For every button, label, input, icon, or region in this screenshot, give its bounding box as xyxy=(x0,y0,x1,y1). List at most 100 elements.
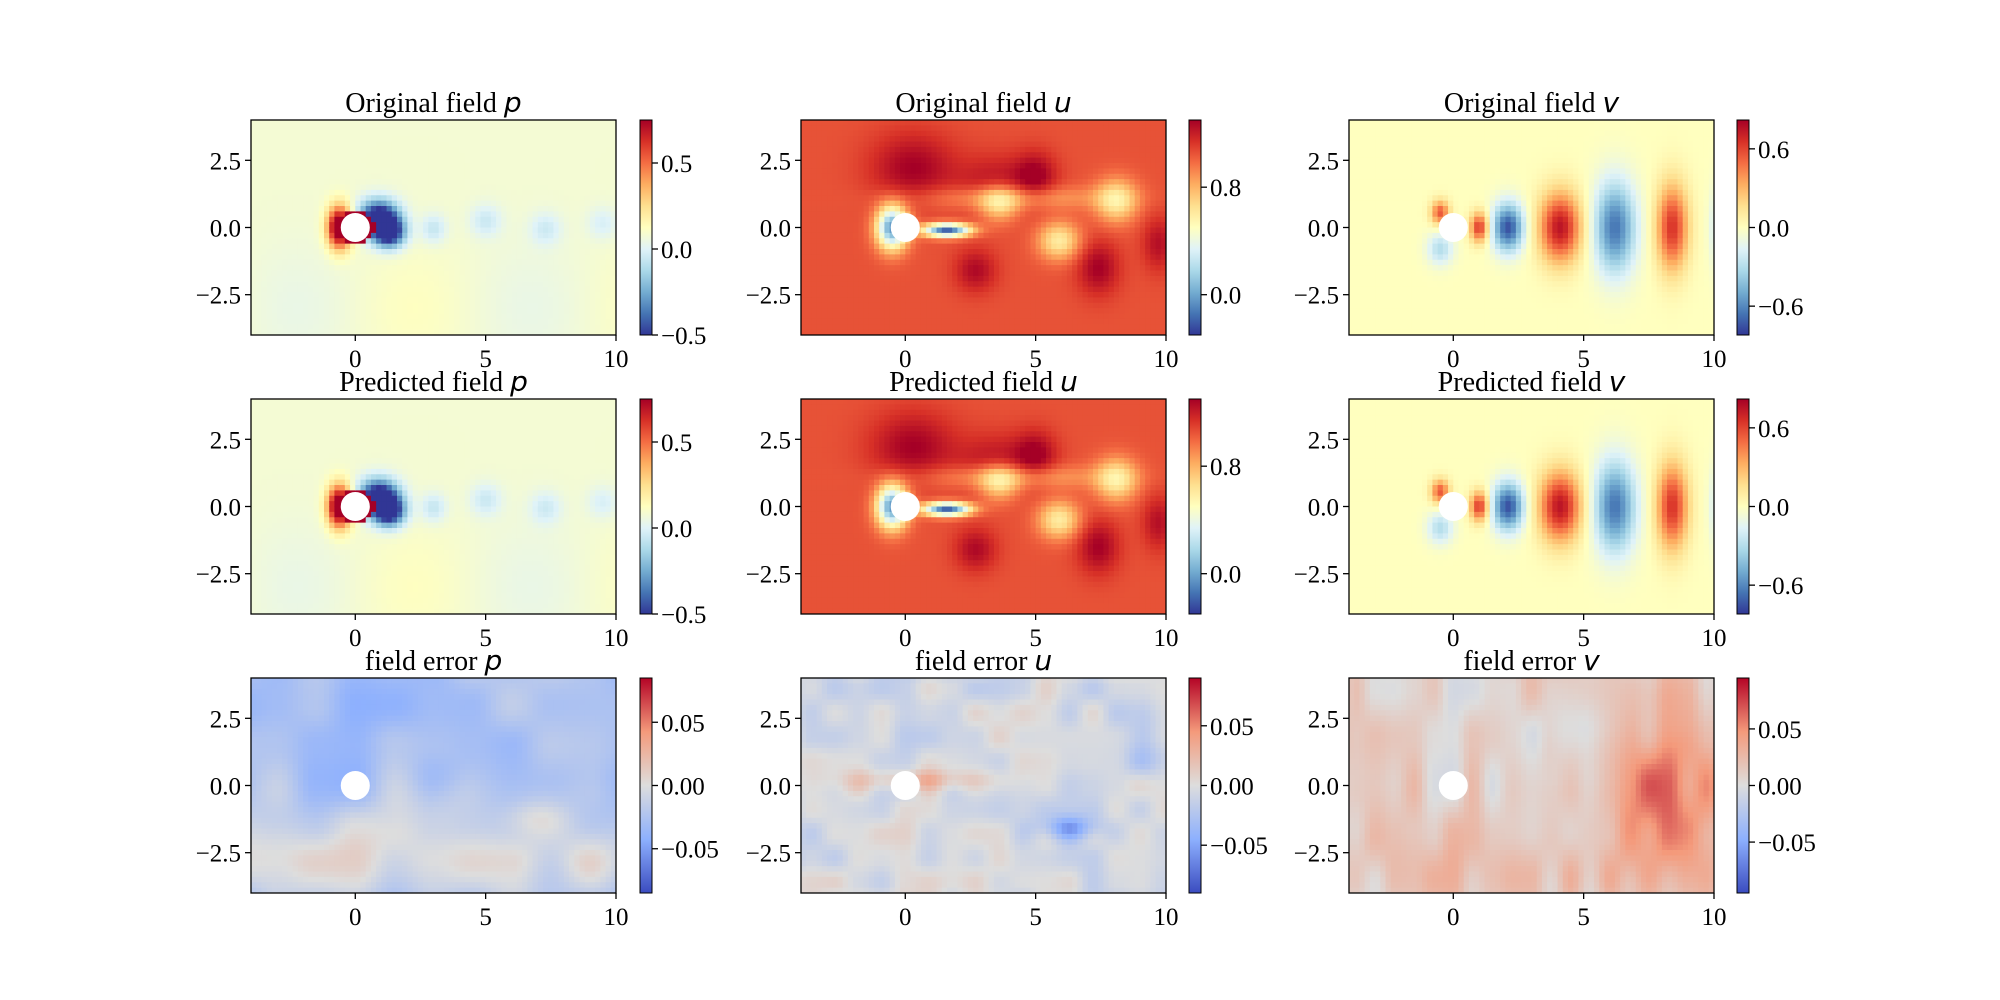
heatmap-cell xyxy=(1040,238,1047,245)
heatmap-cell xyxy=(532,318,539,325)
heatmap-cell xyxy=(941,313,948,320)
heatmap-cell xyxy=(308,254,315,261)
heatmap-cell xyxy=(816,275,823,282)
heatmap-cell xyxy=(417,318,424,325)
heatmap-cell xyxy=(962,152,969,159)
heatmap-cell xyxy=(1035,265,1042,272)
heatmap-cell xyxy=(579,125,586,132)
heatmap-cell xyxy=(868,179,875,186)
heatmap-cell xyxy=(381,222,388,229)
heatmap-cell xyxy=(470,141,476,148)
heatmap-cell xyxy=(569,329,575,335)
heatmap-cell xyxy=(1020,152,1026,159)
heatmap-cell xyxy=(858,184,865,191)
heatmap-cell xyxy=(926,146,932,153)
heatmap-cell xyxy=(443,275,450,282)
heatmap-cell xyxy=(801,281,807,288)
heatmap-cell xyxy=(480,270,487,277)
heatmap-cell xyxy=(350,136,356,143)
heatmap-cell xyxy=(605,292,612,298)
heatmap-cell xyxy=(837,286,844,293)
heatmap-cell xyxy=(350,308,356,315)
heatmap-cell xyxy=(423,157,429,164)
heatmap-cell xyxy=(511,286,518,293)
heatmap-cell xyxy=(266,130,273,137)
heatmap-cell xyxy=(1061,286,1068,293)
heatmap-cell xyxy=(350,297,356,304)
heatmap-cell xyxy=(1061,232,1068,239)
heatmap-cell xyxy=(355,292,362,298)
heatmap-cell xyxy=(516,189,523,196)
heatmap-cell xyxy=(370,297,377,304)
heatmap-cell xyxy=(1035,297,1042,304)
heatmap-cell xyxy=(470,206,476,212)
heatmap-cell xyxy=(569,254,575,261)
heatmap-cell xyxy=(344,270,351,277)
heatmap-cell xyxy=(397,275,403,282)
heatmap-cell xyxy=(297,329,304,335)
heatmap-cell xyxy=(287,249,294,255)
heatmap-cell xyxy=(501,238,508,245)
heatmap-cell xyxy=(485,130,492,137)
heatmap-cell xyxy=(282,265,289,272)
heatmap-cell xyxy=(553,329,560,335)
heatmap-cell xyxy=(271,324,278,331)
heatmap-cell xyxy=(1040,329,1047,335)
heatmap-cell xyxy=(941,308,948,315)
heatmap-cell xyxy=(952,157,959,164)
heatmap-cell xyxy=(407,238,414,245)
heatmap-cell xyxy=(428,152,435,159)
heatmap-cell xyxy=(423,125,429,132)
heatmap-cell xyxy=(889,141,896,148)
heatmap-cell xyxy=(806,324,813,331)
heatmap-cell xyxy=(334,227,341,234)
heatmap-cell xyxy=(816,243,823,250)
heatmap-cell xyxy=(894,136,901,143)
heatmap-cell xyxy=(1082,136,1089,143)
heatmap-cell xyxy=(853,232,859,239)
heatmap-cell xyxy=(360,141,367,148)
heatmap-cell xyxy=(266,308,273,315)
heatmap-cell xyxy=(957,313,964,320)
heatmap-cell xyxy=(595,324,601,331)
heatmap-cell xyxy=(889,249,896,255)
heatmap-cell xyxy=(806,308,813,315)
heatmap-cell xyxy=(563,238,570,245)
heatmap-cell xyxy=(610,286,616,293)
heatmap-cell xyxy=(936,141,943,148)
heatmap-cell xyxy=(485,324,492,331)
heatmap-cell xyxy=(821,227,828,234)
heatmap-cell xyxy=(1051,232,1058,239)
heatmap-cell xyxy=(1025,168,1032,175)
heatmap-cell xyxy=(1025,120,1032,126)
heatmap-cell xyxy=(537,286,544,293)
heatmap-cell xyxy=(1072,254,1078,261)
heatmap-cell xyxy=(251,173,257,180)
heatmap-cell xyxy=(370,216,377,223)
heatmap-cell xyxy=(952,313,959,320)
heatmap-cell xyxy=(454,125,461,132)
heatmap-cell xyxy=(297,136,304,143)
heatmap-cell xyxy=(537,130,544,137)
heatmap-cell xyxy=(993,120,1000,126)
heatmap-cell xyxy=(277,152,283,159)
heatmap-cell xyxy=(920,168,927,175)
heatmap-cell xyxy=(454,136,461,143)
heatmap-cell xyxy=(287,275,294,282)
heatmap-cell xyxy=(297,173,304,180)
heatmap-cell xyxy=(470,302,476,309)
heatmap-cell xyxy=(344,249,351,255)
heatmap-cell xyxy=(910,146,917,153)
heatmap-cell xyxy=(952,249,959,255)
heatmap-cell xyxy=(553,157,560,164)
heatmap-cell xyxy=(900,168,906,175)
heatmap-cell xyxy=(318,125,325,132)
heatmap-cell xyxy=(266,195,273,202)
heatmap-cell xyxy=(355,324,362,331)
heatmap-cell xyxy=(837,275,844,282)
heatmap-cell xyxy=(1030,189,1037,196)
heatmap-cell xyxy=(863,211,870,218)
heatmap-cell xyxy=(832,254,839,261)
heatmap-cell xyxy=(277,318,283,325)
heatmap-cell xyxy=(1072,157,1078,164)
